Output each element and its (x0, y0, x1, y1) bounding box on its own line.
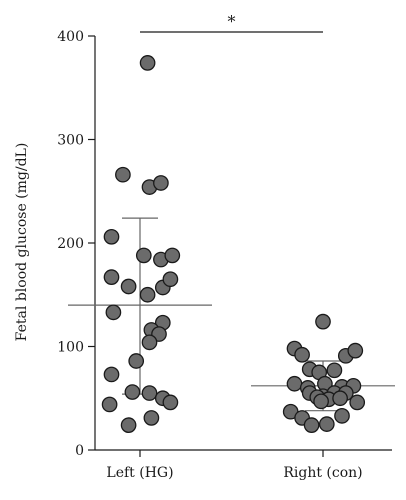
significance-label: * (228, 12, 236, 31)
data-point (141, 385, 158, 401)
y-tick-label: 400 (57, 29, 84, 45)
data-point (313, 393, 329, 410)
data-point (103, 228, 120, 245)
data-point (334, 407, 350, 424)
data-point (162, 271, 179, 288)
data-points (101, 55, 366, 434)
data-point (120, 278, 137, 295)
data-point (303, 417, 320, 434)
data-point (315, 313, 331, 330)
data-point (128, 353, 145, 369)
data-point (286, 375, 303, 392)
data-point (349, 394, 366, 411)
data-point (141, 334, 158, 351)
y-tick-label: 300 (57, 133, 84, 149)
data-point (103, 366, 120, 383)
data-point (101, 396, 118, 413)
data-point (120, 417, 137, 434)
x-tick-label: Left (HG) (106, 465, 173, 481)
y-axis-label: Fetal blood glucose (mg/dL) (14, 143, 30, 342)
x-tick-label: Right (con) (283, 465, 362, 481)
data-point (105, 304, 122, 321)
data-point (139, 286, 156, 303)
y-tick-label: 0 (75, 443, 84, 459)
y-tick-label: 100 (57, 340, 84, 356)
significance-annotation: * (140, 12, 323, 33)
data-point (332, 390, 348, 407)
data-point (294, 346, 310, 363)
data-point (153, 175, 169, 191)
data-point (164, 247, 181, 264)
data-point (103, 269, 120, 286)
data-point (135, 247, 152, 264)
axes: 0 100 200 300 400 Left (HG) Right (con) (57, 29, 392, 481)
y-tick-label: 200 (57, 236, 84, 252)
data-point (347, 342, 364, 359)
data-point (318, 416, 335, 432)
data-point (115, 166, 131, 183)
data-point (143, 410, 160, 426)
data-point (326, 362, 343, 379)
data-point (162, 394, 179, 411)
data-point (139, 55, 156, 71)
data-point (124, 384, 141, 400)
